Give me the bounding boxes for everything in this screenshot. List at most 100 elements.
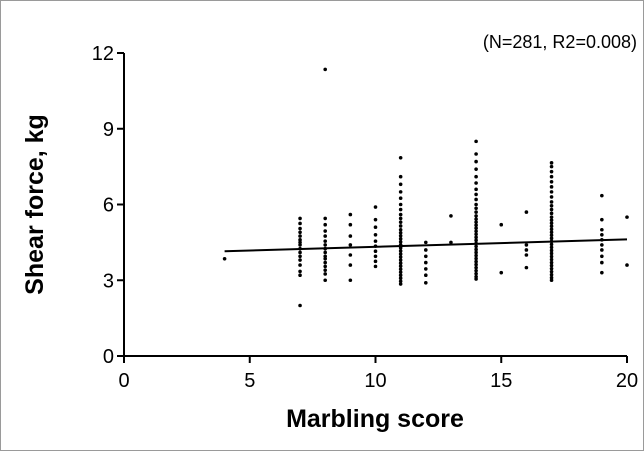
data-point — [549, 190, 554, 194]
data-point — [348, 243, 353, 247]
data-point — [474, 187, 478, 192]
data-point — [600, 233, 604, 237]
data-point — [549, 161, 554, 165]
data-point — [398, 270, 403, 274]
data-point — [398, 174, 403, 179]
data-point — [373, 264, 378, 269]
data-point — [424, 248, 428, 252]
data-point — [323, 256, 328, 261]
data-point — [474, 220, 478, 224]
data-point — [474, 262, 478, 267]
data-point — [298, 221, 302, 226]
data-point — [424, 254, 428, 259]
data-point — [348, 222, 353, 227]
data-point — [298, 216, 302, 221]
data-point — [398, 207, 403, 212]
data-point — [600, 243, 604, 247]
y-tick-label: 9 — [103, 119, 114, 141]
data-point — [298, 230, 302, 235]
data-point — [600, 260, 604, 265]
data-point — [524, 243, 529, 247]
x-tick-label: 0 — [118, 370, 129, 392]
stats-annotation: (N=281, R2=0.008) — [483, 32, 637, 52]
data-point — [398, 220, 403, 224]
data-point — [323, 67, 328, 72]
data-point — [549, 263, 554, 268]
data-point — [398, 264, 403, 268]
data-point — [474, 152, 478, 156]
data-point — [474, 271, 478, 276]
data-point — [398, 258, 403, 262]
data-point — [474, 159, 478, 164]
y-tick-label: 6 — [103, 195, 114, 217]
data-point — [373, 225, 378, 230]
data-point — [524, 265, 529, 270]
data-point — [398, 282, 403, 286]
data-point — [398, 216, 403, 221]
data-point — [524, 253, 529, 257]
data-point — [398, 227, 403, 232]
data-point — [348, 263, 353, 267]
data-point — [549, 230, 554, 235]
data-point — [549, 251, 554, 256]
data-point — [474, 167, 478, 171]
data-point — [373, 239, 378, 243]
data-points — [222, 67, 629, 308]
data-point — [625, 215, 629, 219]
data-point — [298, 263, 302, 267]
data-point — [398, 267, 403, 271]
data-point — [549, 218, 554, 222]
data-point — [373, 233, 378, 237]
data-point — [398, 234, 403, 238]
data-point — [323, 264, 328, 269]
data-point — [549, 164, 554, 169]
data-point — [298, 258, 302, 262]
data-point — [323, 250, 328, 255]
data-point — [449, 214, 453, 218]
data-point — [474, 265, 478, 270]
data-point — [323, 272, 328, 276]
data-point — [474, 250, 478, 255]
y-axis-label: Shear force, kg — [21, 114, 49, 295]
data-point — [600, 193, 604, 198]
data-point — [398, 182, 403, 187]
data-point — [323, 229, 328, 233]
data-point — [474, 235, 478, 240]
data-point — [549, 200, 554, 204]
data-point — [474, 232, 478, 237]
ticks: 0 3 6 9 12 0 5 10 15 20 — [92, 43, 638, 392]
data-point — [298, 250, 302, 255]
data-point — [398, 261, 403, 265]
data-point — [424, 240, 428, 245]
data-point — [549, 185, 554, 189]
data-point — [323, 243, 328, 247]
data-point — [549, 211, 554, 216]
data-point — [398, 240, 403, 244]
data-point — [398, 155, 403, 160]
data-point — [474, 139, 478, 144]
data-point — [398, 202, 403, 207]
data-point — [298, 238, 302, 242]
data-point — [549, 269, 554, 274]
data-point — [348, 234, 353, 238]
data-point — [474, 217, 478, 221]
data-point — [474, 181, 478, 185]
data-point — [474, 192, 478, 197]
data-point — [474, 259, 478, 264]
data-point — [549, 242, 554, 247]
data-point — [600, 254, 604, 259]
data-point — [449, 240, 453, 245]
data-point — [348, 253, 353, 257]
data-point — [373, 249, 378, 254]
y-tick-label: 12 — [92, 43, 114, 65]
data-point — [424, 273, 428, 278]
data-point — [398, 212, 403, 217]
data-point — [298, 303, 302, 308]
data-point — [549, 224, 554, 229]
data-point — [298, 243, 302, 247]
data-point — [398, 196, 403, 200]
data-point — [474, 247, 478, 252]
data-point — [398, 252, 403, 256]
data-point — [323, 268, 328, 272]
